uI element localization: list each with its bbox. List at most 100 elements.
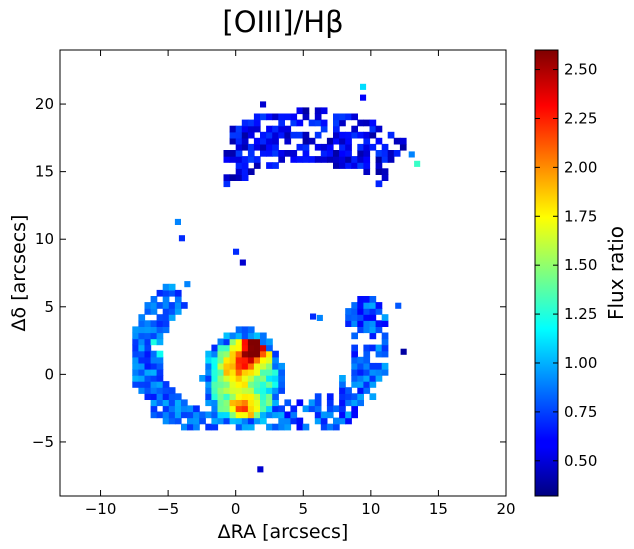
ratio-pixel — [174, 399, 182, 407]
ratio-pixel — [174, 393, 182, 400]
ratio-pixel — [241, 174, 249, 181]
ratio-pixel — [253, 405, 261, 413]
ratio-pixel — [326, 393, 334, 400]
ratio-pixel — [296, 399, 304, 407]
ratio-pixel — [174, 218, 181, 225]
ratio-pixel — [217, 356, 225, 364]
ratio-pixel — [310, 313, 317, 320]
ratio-pixel — [345, 137, 352, 145]
ratio-pixel — [229, 417, 237, 425]
ratio-pixel — [235, 369, 243, 376]
ratio-pixel — [266, 344, 273, 352]
ratio-pixel — [333, 417, 340, 425]
ratio-pixel — [260, 131, 267, 139]
ratio-pixel — [320, 125, 328, 133]
ratio-pixel — [351, 314, 358, 321]
ratio-pixel — [272, 423, 279, 431]
ratio-pixel — [241, 356, 249, 364]
ratio-pixel — [369, 326, 377, 334]
ratio-pixel — [302, 143, 310, 151]
ratio-pixel — [235, 350, 243, 358]
ratio-pixel — [223, 156, 231, 163]
ratio-pixel — [351, 332, 358, 340]
ratio-pixel — [260, 350, 267, 358]
ratio-pixel — [235, 125, 243, 133]
ratio-pixel — [375, 302, 383, 309]
ratio-pixel — [375, 308, 383, 315]
ratio-pixel — [235, 405, 243, 413]
ratio-pixel — [375, 350, 383, 358]
ratio-pixel — [217, 387, 225, 394]
ratio-pixel — [223, 369, 231, 376]
ratio-pixel — [333, 113, 340, 121]
ratio-pixel — [217, 393, 225, 400]
ratio-pixel — [278, 150, 285, 157]
ratio-pixel — [351, 381, 358, 388]
ratio-pixel — [235, 417, 243, 425]
ratio-pixel — [156, 399, 164, 407]
ratio-pixel — [181, 411, 188, 419]
ratio-pixel — [290, 131, 298, 139]
ratio-pixel — [393, 137, 401, 145]
ratio-pixel — [333, 137, 340, 145]
ratio-pixel — [363, 314, 371, 321]
ratio-pixel — [387, 156, 395, 163]
ratio-pixel — [333, 131, 340, 139]
ratio-pixel — [223, 393, 231, 400]
ratio-pixel — [284, 417, 292, 425]
ratio-pixel — [339, 405, 346, 413]
ratio-pixel — [247, 131, 255, 139]
ratio-pixel — [272, 411, 279, 419]
ratio-pixel — [351, 162, 358, 169]
ratio-pixel — [290, 411, 298, 419]
ratio-pixel — [253, 399, 261, 407]
ratio-pixel — [162, 405, 170, 413]
x-tick-label: 5 — [298, 500, 308, 518]
ratio-pixel — [168, 289, 176, 297]
ratio-pixel — [363, 308, 371, 315]
ratio-pixel — [351, 411, 358, 419]
ratio-pixel — [150, 375, 158, 382]
ratio-pixel — [314, 411, 322, 419]
ratio-pixel — [266, 137, 273, 145]
ratio-pixel — [247, 156, 255, 163]
ratio-pixel — [339, 393, 346, 400]
ratio-pixel — [217, 344, 225, 352]
ratio-pixel — [400, 348, 407, 355]
ratio-pixel — [187, 423, 194, 431]
ratio-pixel — [241, 338, 249, 346]
ratio-pixel — [241, 143, 249, 151]
ratio-pixel — [247, 387, 255, 394]
ratio-pixel — [375, 369, 383, 376]
ratio-pixel — [253, 332, 261, 340]
ratio-pixel — [284, 131, 292, 139]
ratio-pixel — [241, 156, 249, 163]
ratio-pixel — [278, 156, 285, 163]
ratio-pixel — [150, 326, 158, 334]
ratio-pixel — [138, 314, 146, 321]
ratio-pixel — [308, 137, 316, 145]
colorbar-tick-label: 2.25 — [564, 109, 597, 127]
ratio-pixel — [387, 131, 395, 139]
ratio-pixel — [253, 411, 261, 419]
ratio-pixel — [211, 405, 219, 413]
ratio-pixel — [247, 405, 255, 413]
ratio-pixel — [247, 150, 255, 157]
ratio-pixel — [199, 411, 206, 419]
ratio-pixel — [375, 362, 383, 370]
ratio-pixel — [381, 320, 389, 327]
ratio-pixel — [162, 399, 170, 407]
ratio-pixel — [357, 156, 364, 163]
ratio-pixel — [290, 119, 298, 127]
ratio-pixel — [229, 131, 237, 139]
ratio-pixel — [363, 162, 371, 169]
ratio-pixel — [156, 369, 164, 376]
ratio-pixel — [375, 180, 383, 188]
ratio-pixel — [308, 156, 316, 163]
ratio-pixel — [363, 375, 371, 382]
ratio-pixel — [278, 423, 285, 431]
ratio-pixel — [278, 113, 285, 121]
ratio-pixel — [156, 362, 164, 370]
ratio-pixel — [357, 320, 364, 327]
